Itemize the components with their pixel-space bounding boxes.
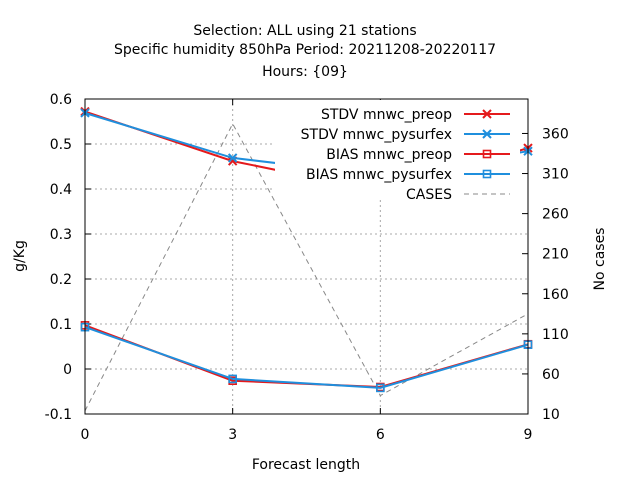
legend-label: STDV mnwc_pysurfex xyxy=(301,127,452,143)
x-tick-label: 6 xyxy=(376,427,385,443)
y-tick-label: 0.2 xyxy=(50,272,72,288)
y-tick-label: 0.3 xyxy=(50,227,72,243)
legend-marker xyxy=(482,149,492,159)
y-tick-label: 0.4 xyxy=(50,182,72,198)
legend: STDV mnwc_preop STDV mnwc_pysurfex BIAS mn… xyxy=(275,100,520,203)
y2-tick-label: 310 xyxy=(542,167,569,183)
title-line-3: Hours: {09} xyxy=(262,64,348,80)
y-tick-label: 0.1 xyxy=(50,317,72,333)
axes: -0.1 0 0.1 0.2 0.3 0.4 0.5 0.6 0 3 6 9 10 60 110 160 210… xyxy=(45,92,569,443)
y2-tick-label: 160 xyxy=(542,287,569,303)
series-line xyxy=(84,122,529,412)
legend-label: BIAS mnwc_pysurfex xyxy=(306,167,452,183)
legend-marker xyxy=(482,109,492,119)
series-3 xyxy=(80,322,533,393)
legend-marker xyxy=(482,169,492,179)
legend-background xyxy=(275,100,520,200)
legend-label: CASES xyxy=(406,187,452,203)
series-line xyxy=(84,324,529,389)
series-2 xyxy=(80,321,533,392)
legend-marker xyxy=(482,129,492,139)
x-tick-label: 9 xyxy=(524,427,533,443)
data-point xyxy=(228,374,237,384)
y-tick-label: 0.6 xyxy=(50,92,72,108)
y2-tick-label: 210 xyxy=(542,247,569,263)
x-tick-label: 0 xyxy=(81,427,90,443)
legend-item: STDV mnwc_preop xyxy=(321,107,510,123)
title-line-2: Specific humidity 850hPa Period: 2021120… xyxy=(114,42,496,58)
series-4 xyxy=(84,122,529,412)
chart-title: Selection: ALL using 21 stations Specifi… xyxy=(114,23,496,80)
y2-tick-label: 110 xyxy=(542,327,569,343)
legend-label: BIAS mnwc_preop xyxy=(326,147,452,163)
data-point xyxy=(227,153,238,163)
legend-label: STDV mnwc_preop xyxy=(321,107,452,123)
x-axis-label: Forecast length xyxy=(252,457,360,473)
legend-item: CASES xyxy=(406,187,510,203)
y2-tick-label: 360 xyxy=(542,126,569,142)
y2-tick-label: 60 xyxy=(542,367,560,383)
legend-item: BIAS mnwc_preop xyxy=(326,147,510,163)
plot-frame xyxy=(84,98,529,415)
y-tick-label: 0.5 xyxy=(50,137,72,153)
y-tick-label: 0 xyxy=(63,362,72,378)
x-tick-label: 3 xyxy=(228,427,237,443)
data-point xyxy=(376,383,385,393)
series-line xyxy=(84,326,529,389)
y2-axis-label: No cases xyxy=(592,228,608,291)
legend-item: STDV mnwc_pysurfex xyxy=(301,127,510,143)
y-axis-label: g/Kg xyxy=(12,240,28,272)
legend-item: BIAS mnwc_pysurfex xyxy=(306,167,510,183)
y2-tick-label: 260 xyxy=(542,207,569,223)
y2-tick-label: 10 xyxy=(542,407,560,423)
title-line-1: Selection: ALL using 21 stations xyxy=(193,23,416,39)
y-tick-label: -0.1 xyxy=(45,407,72,423)
